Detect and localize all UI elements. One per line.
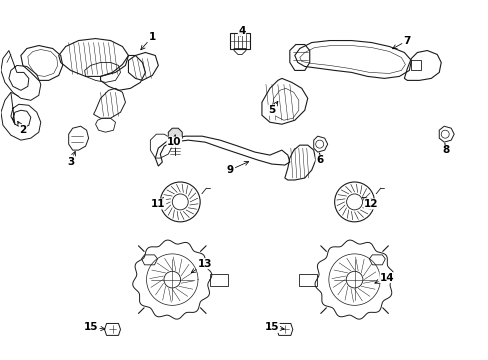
Text: 9: 9 bbox=[226, 161, 248, 175]
Text: 10: 10 bbox=[167, 135, 181, 147]
Text: 15: 15 bbox=[83, 323, 105, 332]
Text: 3: 3 bbox=[67, 152, 75, 167]
Text: 7: 7 bbox=[392, 36, 410, 49]
Text: 5: 5 bbox=[268, 101, 277, 115]
Text: 14: 14 bbox=[374, 273, 394, 283]
Text: 13: 13 bbox=[191, 259, 212, 273]
Polygon shape bbox=[168, 128, 182, 142]
Text: 8: 8 bbox=[442, 143, 449, 155]
Text: 12: 12 bbox=[362, 197, 378, 209]
Text: 6: 6 bbox=[315, 153, 323, 165]
Text: 2: 2 bbox=[18, 121, 26, 135]
Text: 4: 4 bbox=[238, 26, 245, 36]
Text: 11: 11 bbox=[151, 197, 165, 209]
Text: 15: 15 bbox=[264, 323, 284, 332]
Text: 1: 1 bbox=[141, 32, 156, 50]
